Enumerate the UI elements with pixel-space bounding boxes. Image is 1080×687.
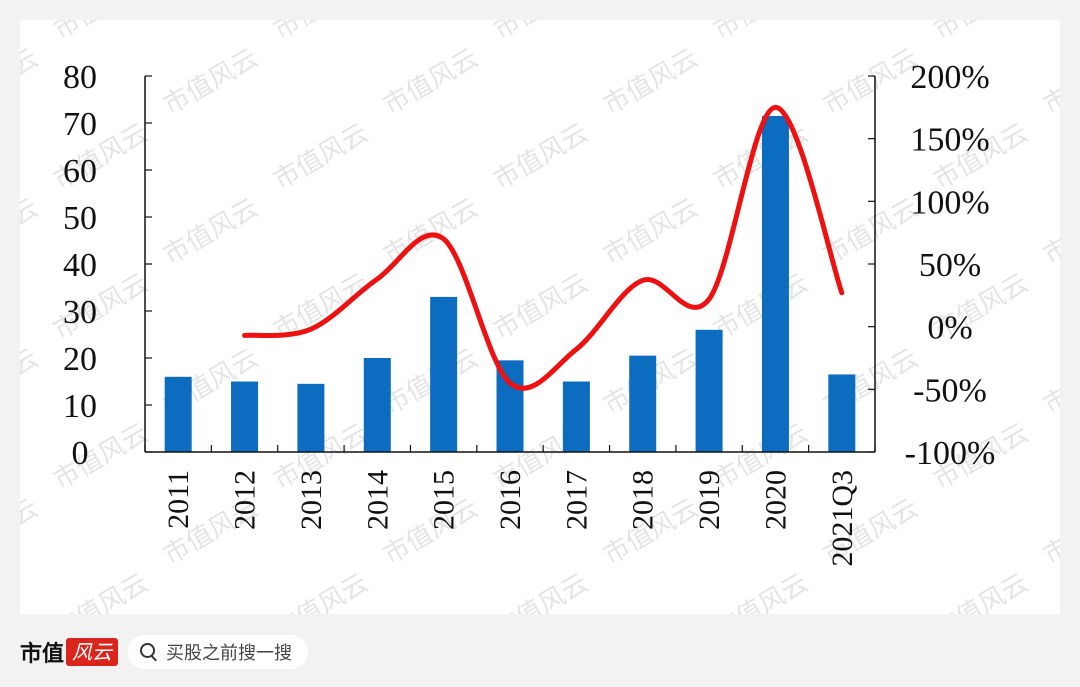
left-tick-label: 30 xyxy=(63,294,97,331)
left-axis-ticks: 0 10 20 30 40 50 60 70 80 xyxy=(63,59,97,472)
bar-2018 xyxy=(629,355,657,452)
watermark-text: 市值风云 xyxy=(379,193,484,271)
left-tick-label: 10 xyxy=(63,388,97,425)
chart-card: 市值风云 市值风云 市值风云 市值风云 市值风云 市值风云 市值风云 市值风云 市值风云 市值风云… xyxy=(20,20,1060,614)
watermark-text: 市值风云 xyxy=(929,20,1034,46)
watermark-text: 市值风云 xyxy=(20,343,44,421)
left-tick-label: 0 xyxy=(72,435,89,472)
watermark-text: 市值风云 xyxy=(709,20,814,46)
right-tick-label: 50% xyxy=(919,247,981,284)
watermark-text: 市值风云 xyxy=(269,20,374,46)
right-tick-label: -50% xyxy=(913,372,987,409)
left-tick-label: 50 xyxy=(63,200,97,237)
bar-2020 xyxy=(761,115,789,452)
left-tick-label: 20 xyxy=(63,341,97,378)
watermark-text: 市值风云 xyxy=(1039,43,1061,121)
watermark-text: 市值风云 xyxy=(159,193,264,271)
watermark-text: 市值风云 xyxy=(489,20,594,46)
watermark-text: 市值风云 xyxy=(1039,343,1061,421)
bar-2021Q3 xyxy=(828,374,856,452)
bar-2014 xyxy=(363,358,391,452)
left-tick-label: 70 xyxy=(63,106,97,143)
x-tick-label-2016: 2016 xyxy=(494,470,527,530)
watermark-text: 市值风云 xyxy=(20,193,44,271)
bar-2012 xyxy=(231,381,259,452)
bar-2015 xyxy=(430,296,458,452)
x-tick-label-2014: 2014 xyxy=(361,470,394,530)
x-tick-label-2021Q3: 2021Q3 xyxy=(826,470,859,567)
right-tick-label: 0% xyxy=(927,310,972,347)
watermark-text: 市值风云 xyxy=(269,568,374,614)
brand-logo[interactable]: 市值 风云 xyxy=(20,636,119,668)
watermark-text: 市值风云 xyxy=(20,43,44,121)
watermark-text: 市值风云 xyxy=(269,118,374,196)
right-tick-label: 150% xyxy=(910,122,989,159)
watermark-text: 市值风云 xyxy=(489,568,594,614)
watermark-text: 市值风云 xyxy=(819,43,924,121)
x-tick-label-2020: 2020 xyxy=(759,470,792,530)
watermark-text: 市值风云 xyxy=(489,118,594,196)
bar-2019 xyxy=(695,329,723,452)
growth-line xyxy=(242,104,845,391)
search-box[interactable]: 买股之前搜一搜 xyxy=(128,635,309,669)
right-tick-label: -100% xyxy=(905,435,996,472)
x-tick-label-2019: 2019 xyxy=(693,470,726,530)
axes xyxy=(144,75,876,453)
bar-2017 xyxy=(562,381,590,452)
bar-2011 xyxy=(164,376,192,452)
growth-line-series xyxy=(242,104,845,391)
search-icon xyxy=(140,643,158,662)
watermark-text: 市值风云 xyxy=(599,43,704,121)
watermark-text: 市值风云 xyxy=(929,568,1034,614)
watermark-text: 市值风云 xyxy=(599,193,704,271)
watermark-text: 市值风云 xyxy=(1039,193,1061,271)
bar-2013 xyxy=(297,383,325,452)
left-tick-label: 40 xyxy=(63,247,97,284)
x-tick-label-2017: 2017 xyxy=(560,470,593,530)
x-tick-label-2015: 2015 xyxy=(428,470,461,530)
watermark-text: 市值风云 xyxy=(379,43,484,121)
left-tick-label: 60 xyxy=(63,153,97,190)
right-tick-label: 100% xyxy=(910,184,989,221)
x-axis-ticks: 2011 2012 2013 2014 2015 2016 2017 2018 2019 2020… xyxy=(162,470,859,567)
brand-text: 市值 xyxy=(20,642,65,667)
footer-bar: 市值 风云 买股之前搜一搜 xyxy=(20,632,309,672)
right-axis-ticks: -100% -50% 0% 50% 100% 150% 200% xyxy=(905,59,996,472)
brand-badge: 风云 xyxy=(66,638,119,666)
watermark-text: 市值风云 xyxy=(1039,493,1061,571)
x-tick-label-2018: 2018 xyxy=(627,470,660,530)
watermark-text: 市值风云 xyxy=(20,493,44,571)
x-tick-label-2012: 2012 xyxy=(229,470,262,530)
x-tick-label-2013: 2013 xyxy=(295,470,328,530)
bar-series xyxy=(164,115,856,452)
watermark-text: 市值风云 xyxy=(709,268,814,346)
watermark-text: 市值风云 xyxy=(709,568,814,614)
search-placeholder: 买股之前搜一搜 xyxy=(166,643,293,664)
watermark-text: 市值风云 xyxy=(49,418,154,496)
watermark-text: 市值风云 xyxy=(49,20,154,46)
x-tick-label-2011: 2011 xyxy=(162,470,195,529)
watermark-text: 市值风云 xyxy=(159,43,264,121)
left-tick-label: 80 xyxy=(63,59,97,96)
watermark-text: 市值风云 xyxy=(49,568,154,614)
right-tick-label: 200% xyxy=(910,59,989,96)
watermark-text: 市值风云 xyxy=(489,268,594,346)
